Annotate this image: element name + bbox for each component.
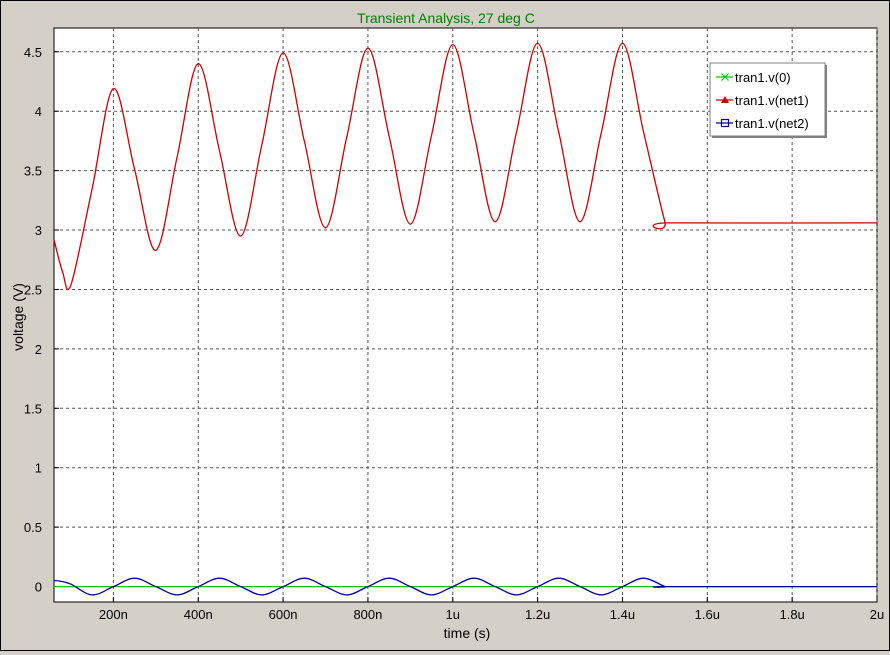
legend-marker-triangle-icon [721, 96, 729, 103]
legend-item-tran1-v-0[interactable]: tran1.v(0) [716, 70, 791, 85]
x-axis-ticks: 200n 400n 600n 800n 1u 1.2u 1.4u 1.6u 1.8u 2u [99, 597, 884, 622]
y-tick-label: 1.5 [24, 401, 42, 416]
legend-label: tran1.v(0) [735, 70, 791, 85]
y-tick-label: 2 [35, 342, 42, 357]
y-tick-label: 1 [35, 461, 42, 476]
series-layer [53, 42, 878, 596]
legend[interactable]: tran1.v(0) tran1.v(net1) tran1.v(net2) [709, 62, 827, 138]
y-tick-label: 0 [35, 580, 42, 595]
y-tick-label: 2.5 [24, 282, 42, 297]
legend-label: tran1.v(net1) [735, 93, 809, 108]
x-tick-label: 800n [353, 607, 382, 622]
legend-shadow-bottom [712, 136, 827, 138]
legend-marker-x-icon [721, 73, 729, 81]
x-tick-label: 200n [99, 607, 128, 622]
chart-title: Transient Analysis, 27 deg C [357, 10, 535, 26]
x-tick-label: 2u [870, 607, 884, 622]
x-tick-label: 600n [269, 607, 298, 622]
x-tick-label: 1.4u [610, 607, 635, 622]
y-tick-label: 0.5 [24, 520, 42, 535]
x-tick-label: 400n [184, 607, 213, 622]
legend-item-tran1-v-net1[interactable]: tran1.v(net1) [716, 93, 809, 108]
x-axis-label: time (s) [444, 625, 491, 641]
y-axis-ticks: 0 0.5 1 1.5 2 2.5 3 3.5 4 4.5 [24, 45, 59, 595]
y-axis-label: voltage (V) [10, 283, 26, 351]
x-tick-label: 1.8u [779, 607, 804, 622]
y-tick-label: 4 [35, 104, 42, 119]
legend-shadow-right [825, 65, 827, 138]
y-tick-label: 3 [35, 223, 42, 238]
y-tick-label: 4.5 [24, 45, 42, 60]
series-line-tran1-v-net1 [53, 42, 878, 291]
legend-item-tran1-v-net2[interactable]: tran1.v(net2) [716, 116, 809, 131]
x-tick-label: 1u [446, 607, 460, 622]
x-tick-label: 1.6u [695, 607, 720, 622]
legend-label: tran1.v(net2) [735, 116, 809, 131]
y-tick-label: 3.5 [24, 164, 42, 179]
series-line-tran1-v-net2 [53, 577, 877, 596]
legend-marker-square-icon [720, 118, 730, 128]
x-tick-label: 1.2u [525, 607, 550, 622]
